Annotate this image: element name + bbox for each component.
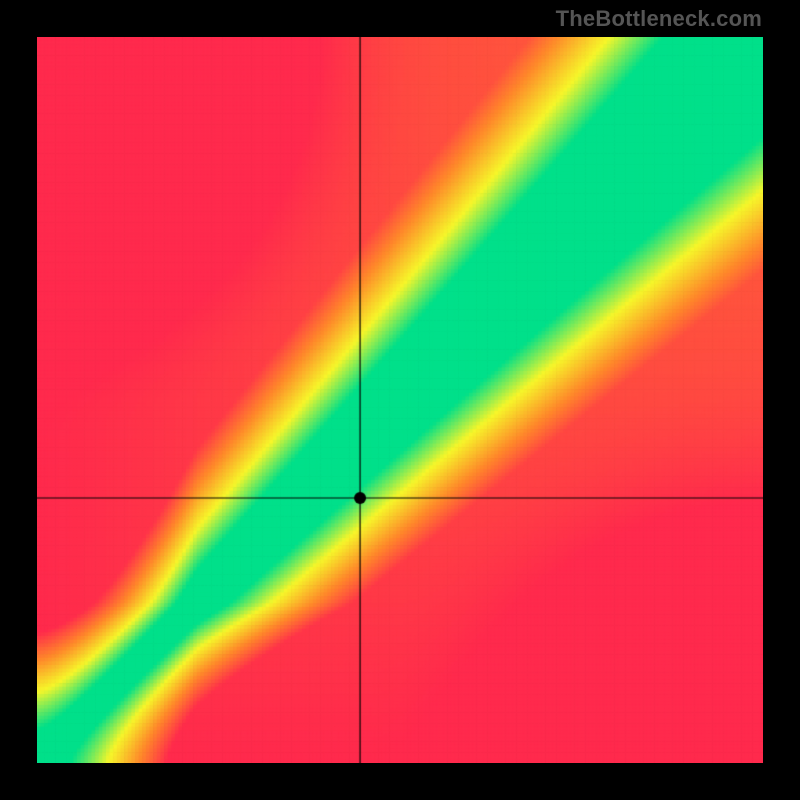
watermark-text: TheBottleneck.com bbox=[556, 6, 762, 32]
heatmap-canvas bbox=[37, 37, 763, 763]
plot-area bbox=[37, 37, 763, 763]
figure-container: TheBottleneck.com bbox=[0, 0, 800, 800]
